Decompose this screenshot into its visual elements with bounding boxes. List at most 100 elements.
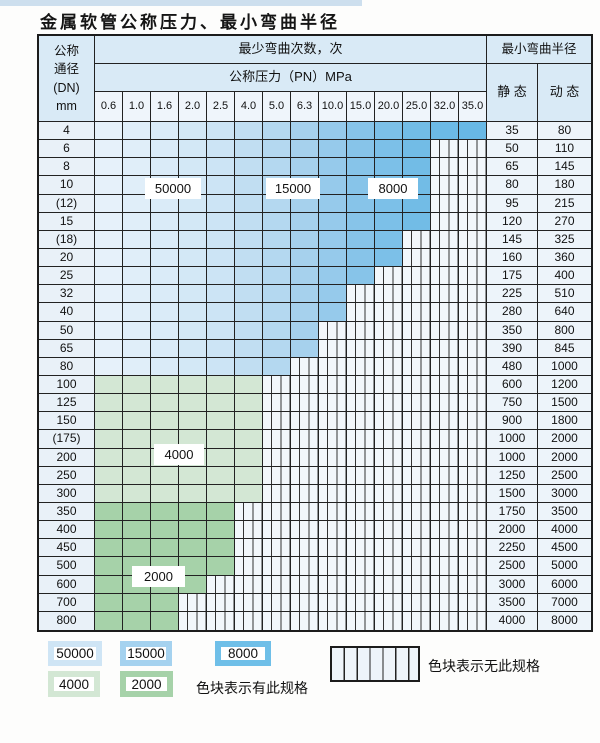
spec-cell <box>123 321 151 340</box>
dynamic-radius-cell: 325 <box>538 230 591 249</box>
spec-cell <box>123 140 151 159</box>
pressure-tick-cell: 5.0 <box>263 92 291 122</box>
spec-cell <box>263 357 291 376</box>
spec-cell <box>123 158 151 177</box>
spec-cell <box>95 611 123 630</box>
spec-cell <box>95 122 123 141</box>
spec-cell <box>123 611 151 630</box>
static-radius-cell: 900 <box>487 412 538 431</box>
dn-cell: 8 <box>39 158 95 177</box>
pressure-tick-cell: 4.0 <box>235 92 263 122</box>
no-spec-cell <box>291 412 319 431</box>
no-spec-cell <box>319 539 347 558</box>
spec-cell <box>291 140 319 159</box>
spec-cell <box>207 140 235 159</box>
no-spec-cell <box>375 357 403 376</box>
no-spec-cell <box>431 484 459 503</box>
spec-cell <box>151 502 179 522</box>
legend-no-spec-text: 色块表示无此规格 <box>428 658 540 674</box>
dn-cell: 300 <box>39 484 95 503</box>
spec-cell <box>151 248 179 268</box>
spec-cell <box>179 412 207 431</box>
spec-cell <box>291 212 319 231</box>
spec-cell <box>179 575 207 594</box>
spec-cell <box>263 303 291 322</box>
dynamic-header-cell: 动 态 <box>538 64 591 122</box>
no-spec-cell <box>403 248 431 268</box>
spec-cell <box>95 176 123 195</box>
legend-swatch-8000: 8000 <box>215 641 271 666</box>
no-spec-cell <box>319 394 347 413</box>
spec-cell <box>123 248 151 268</box>
spec-cell <box>207 375 235 395</box>
dynamic-radius-cell: 180 <box>538 176 591 195</box>
static-radius-cell: 145 <box>487 230 538 249</box>
static-radius-cell: 1750 <box>487 502 538 522</box>
spec-cell <box>179 375 207 395</box>
static-radius-cell: 160 <box>487 248 538 268</box>
static-radius-cell: 1000 <box>487 430 538 449</box>
spec-cell <box>207 267 235 286</box>
no-spec-cell <box>291 502 319 522</box>
no-spec-cell <box>403 484 431 503</box>
spec-cell <box>319 285 347 304</box>
spec-cell <box>95 158 123 177</box>
region-label-8000: 8000 <box>368 178 418 199</box>
no-spec-cell <box>403 557 431 576</box>
no-spec-cell <box>291 521 319 540</box>
spec-cell <box>95 593 123 612</box>
no-spec-cell <box>403 575 431 594</box>
dynamic-radius-cell: 4500 <box>538 539 591 558</box>
no-spec-cell <box>403 502 431 522</box>
no-spec-cell <box>403 230 431 249</box>
spec-cell <box>95 339 123 358</box>
spec-cell <box>123 267 151 286</box>
spec-cell <box>95 448 123 467</box>
no-spec-cell <box>347 339 375 358</box>
dynamic-radius-cell: 7000 <box>538 593 591 612</box>
no-spec-cell <box>375 303 403 322</box>
no-spec-cell <box>375 267 403 286</box>
spec-cell <box>263 140 291 159</box>
static-radius-cell: 95 <box>487 194 538 213</box>
no-spec-cell <box>431 502 459 522</box>
spec-cell <box>179 539 207 558</box>
no-spec-cell <box>459 611 487 630</box>
dn-cell: 700 <box>39 593 95 612</box>
legend-no-spec-block <box>330 646 420 682</box>
spec-cell <box>179 357 207 376</box>
no-spec-cell <box>459 502 487 522</box>
legend-swatch-50000: 50000 <box>48 641 102 666</box>
no-spec-cell <box>403 321 431 340</box>
static-radius-cell: 2000 <box>487 521 538 540</box>
dynamic-radius-cell: 145 <box>538 158 591 177</box>
no-spec-cell <box>291 484 319 503</box>
spec-cell <box>123 412 151 431</box>
spec-cell <box>207 158 235 177</box>
no-spec-cell <box>375 502 403 522</box>
spec-cell <box>235 321 263 340</box>
spec-cell <box>291 194 319 213</box>
dn-cell: 350 <box>39 502 95 522</box>
no-spec-cell <box>375 593 403 612</box>
static-radius-cell: 3500 <box>487 593 538 612</box>
spec-cell <box>179 212 207 231</box>
no-spec-cell <box>375 539 403 558</box>
spec-cell <box>207 194 235 213</box>
spec-cell <box>207 502 235 522</box>
no-spec-cell <box>459 575 487 594</box>
no-spec-cell <box>263 466 291 485</box>
dynamic-radius-cell: 215 <box>538 194 591 213</box>
spec-cell <box>95 140 123 159</box>
static-radius-cell: 480 <box>487 357 538 376</box>
dn-cell: 100 <box>39 375 95 395</box>
spec-cell <box>319 230 347 249</box>
no-spec-cell <box>207 593 235 612</box>
pressure-tick-cell: 2.0 <box>179 92 207 122</box>
spec-cell <box>207 539 235 558</box>
spec-cell <box>263 122 291 141</box>
no-spec-cell <box>347 285 375 304</box>
no-spec-cell <box>319 321 347 340</box>
spec-cell <box>95 557 123 576</box>
spec-cell <box>95 521 123 540</box>
